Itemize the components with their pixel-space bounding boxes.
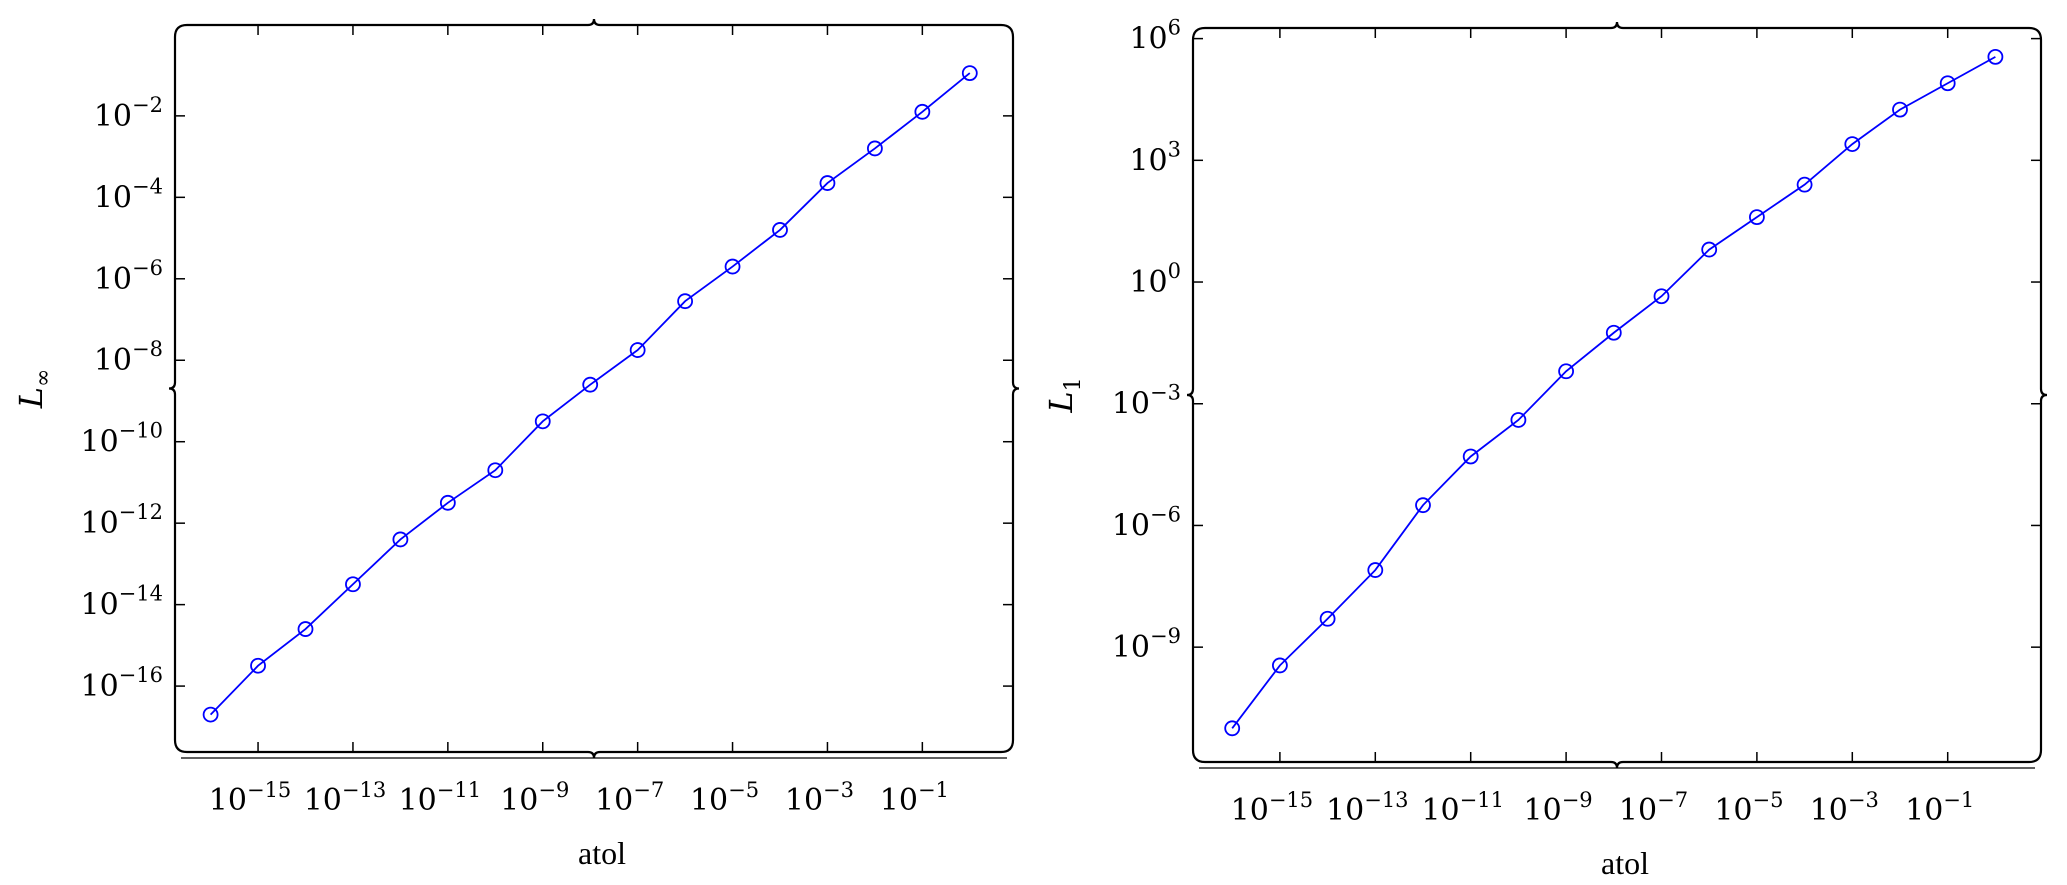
- chart-1-y-tick-label-6: 10−12: [80, 500, 163, 541]
- chart-1-series-1-point-12: [724, 258, 741, 275]
- chart-2-x-tick-label-1: 10−15: [1231, 788, 1314, 828]
- chart-2: 10−15 10−13 10−11 10−9 10−7 10−5 10−3 10−1 106 10…: [1042, 16, 2048, 881]
- chart-1-x-axis-label: atol: [578, 835, 626, 871]
- chart-1: 10−15 10−13 10−11 10−9 10−7 10−5 10−3 10−1 10−2 1…: [12, 18, 1020, 871]
- chart-2-x-axis-label: atol: [1601, 845, 1649, 881]
- chart-1-series-1-point-9: [582, 376, 599, 393]
- chart-2-series-1-point-14: [1844, 136, 1861, 152]
- chart-1-series-1-point-1: [202, 706, 219, 723]
- chart-2-series-1-point-3: [1319, 610, 1336, 627]
- chart-1-series-1-point-15: [867, 140, 883, 157]
- chart-1-series-1-point-10: [629, 342, 646, 358]
- chart-1-x-tick-label-3: 10−11: [399, 778, 482, 818]
- chart-2-series-1-point-11: [1701, 241, 1718, 258]
- chart-1-series-1-point-5: [392, 531, 409, 548]
- chart-2-x-tick-label-3: 10−11: [1421, 788, 1504, 828]
- chart-1-frame: [168, 18, 1020, 759]
- chart-1-y-tick-label-7: 10−14: [80, 582, 163, 623]
- chart-1-series-1-point-4: [345, 576, 361, 593]
- chart-2-frame: [1186, 21, 2048, 769]
- chart-1-series-1-point-2: [250, 657, 266, 674]
- chart-2-x-tick-label-7: 10−3: [1810, 788, 1879, 828]
- chart-2-series-1-point-6: [1462, 448, 1479, 465]
- chart-1-series-1-point-14: [819, 175, 836, 191]
- chart-2-series-1-point-7: [1510, 412, 1527, 428]
- chart-1-y-tick-label-4: 10−8: [94, 337, 163, 378]
- chart-1-x-tick-label-6: 10−5: [690, 778, 759, 818]
- chart-1-x-tick-label-5: 10−7: [595, 778, 664, 818]
- chart-1-series-1-line: [209, 72, 971, 716]
- chart-1-y-tick-label-3: 10−6: [94, 256, 163, 297]
- chart-2-series-1-point-2: [1272, 657, 1288, 674]
- chart-1-series-1-point-8: [534, 413, 551, 430]
- chart-1-y-tick-label-8: 10−16: [80, 663, 163, 704]
- chart-2-series-1-point-17: [1987, 48, 2004, 65]
- chart-2-series-1-point-8: [1558, 363, 1574, 380]
- chart-1-x-tick-label-7: 10−3: [785, 778, 854, 818]
- chart-2-y-tick-label-5: 10−6: [1112, 502, 1181, 543]
- chart-1-series-1-point-7: [487, 462, 504, 479]
- chart-2-x-tick-label-6: 10−5: [1714, 788, 1783, 828]
- chart-2-series-1-point-1: [1224, 720, 1241, 737]
- chart-2-series-1-point-9: [1605, 324, 1622, 341]
- chart-2-series-1-point-15: [1892, 101, 1908, 118]
- chart-2-x-tick-label-5: 10−7: [1619, 788, 1688, 828]
- chart-2-y-tick-label-2: 103: [1129, 137, 1181, 178]
- chart-2-series-1-point-10: [1653, 288, 1670, 305]
- chart-1-y-tick-label-1: 10−2: [94, 93, 163, 134]
- chart-1-series-1-point-13: [772, 222, 788, 238]
- chart-2-y-tick-label-3: 100: [1129, 259, 1181, 300]
- chart-2-x-tick-label-4: 10−9: [1524, 788, 1593, 828]
- chart-2-x-tick-label-2: 10−13: [1326, 788, 1409, 828]
- chart-1-series-1-point-6: [439, 494, 456, 511]
- chart-2-series-1-point-16: [1939, 75, 1956, 92]
- chart-2-series-1-point-4: [1367, 562, 1384, 578]
- chart-2-series-1-line: [1231, 56, 1996, 729]
- chart-1-series-1-point-11: [677, 293, 693, 310]
- chart-1-y-tick-label-2: 10−4: [94, 174, 163, 215]
- chart-1-series-1-point-3: [297, 621, 314, 637]
- chart-2-y-tick-label-1: 106: [1129, 16, 1181, 57]
- chart-2-y-tick-label-6: 10−9: [1112, 624, 1181, 665]
- chart-1-x-tick-label-4: 10−9: [500, 778, 569, 818]
- chart-1-series-1-point-16: [914, 103, 931, 120]
- chart-1-x-tick-label-1: 10−15: [209, 778, 292, 818]
- chart-2-series-1-point-12: [1749, 209, 1765, 226]
- chart-1-y-tick-label-5: 10−10: [80, 419, 163, 460]
- chart-1-x-tick-label-8: 10−1: [880, 778, 949, 818]
- chart-2-y-tick-label-4: 10−3: [1112, 381, 1181, 422]
- chart-1-y-axis-label: L∞: [12, 369, 56, 410]
- chart-1-series-1-point-17: [961, 65, 978, 82]
- chart-1-x-tick-label-2: 10−13: [304, 778, 387, 818]
- chart-2-series-1-point-5: [1415, 497, 1431, 514]
- chart-2-y-axis-label: L1: [1042, 377, 1086, 413]
- chart-2-series-1-point-13: [1796, 176, 1813, 193]
- chart-2-x-tick-label-8: 10−1: [1905, 788, 1974, 828]
